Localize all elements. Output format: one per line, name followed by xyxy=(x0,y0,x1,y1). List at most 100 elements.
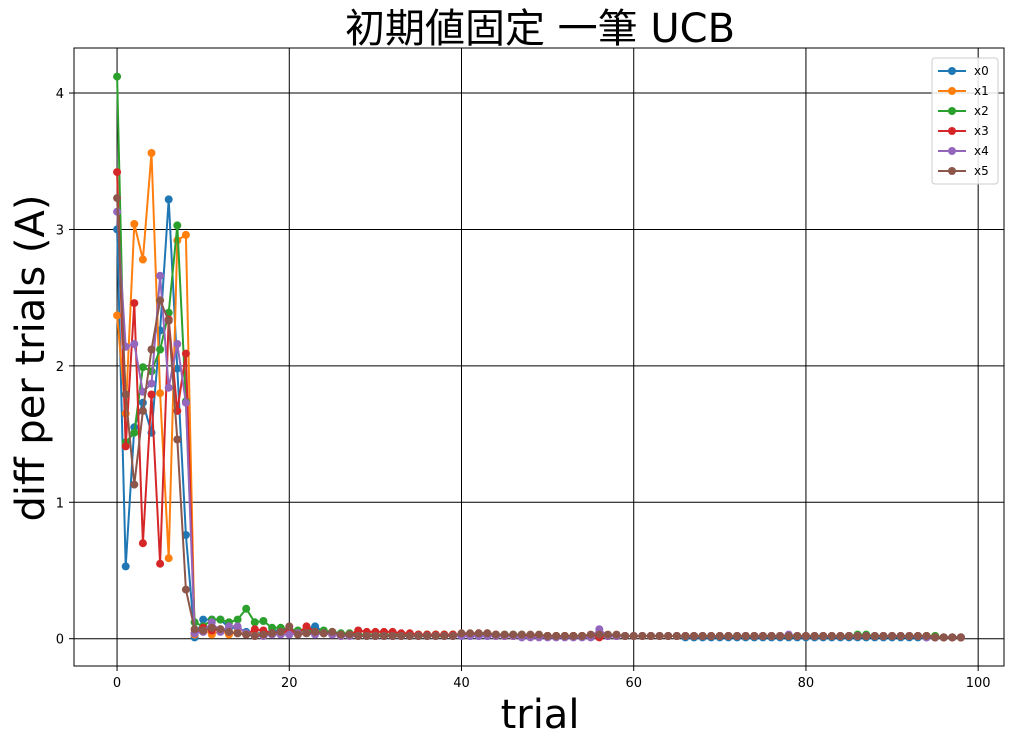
data-point xyxy=(870,632,879,640)
data-point xyxy=(621,632,630,640)
data-point xyxy=(758,632,767,640)
series-x5 xyxy=(113,194,965,642)
data-point xyxy=(242,630,251,639)
data-point xyxy=(655,632,664,640)
data-point xyxy=(715,632,724,640)
data-point xyxy=(664,632,673,640)
legend-marker xyxy=(948,167,956,175)
data-point xyxy=(956,633,965,642)
data-point xyxy=(233,629,242,638)
data-point xyxy=(879,632,888,640)
data-point xyxy=(474,629,483,638)
data-point xyxy=(328,627,337,636)
x-tick-label: 100 xyxy=(966,676,991,691)
legend-label: x0 xyxy=(974,64,989,78)
data-point xyxy=(164,554,173,563)
series-line xyxy=(116,211,961,639)
data-point xyxy=(130,220,139,228)
data-point xyxy=(483,629,492,638)
data-point xyxy=(173,364,182,373)
data-point xyxy=(285,622,294,631)
data-point xyxy=(216,615,225,624)
data-point xyxy=(225,622,233,631)
data-point xyxy=(147,379,156,388)
data-point xyxy=(216,625,225,634)
data-point xyxy=(500,630,509,639)
data-point xyxy=(121,562,130,571)
data-point xyxy=(164,195,173,204)
series-line xyxy=(116,172,961,639)
data-point xyxy=(233,622,242,631)
data-point xyxy=(853,632,862,640)
data-point xyxy=(362,632,371,640)
data-point xyxy=(896,632,905,640)
data-point xyxy=(690,632,698,640)
legend-marker xyxy=(948,87,956,95)
series-line xyxy=(116,76,961,639)
x-tick-label: 20 xyxy=(281,676,298,691)
data-point xyxy=(164,316,173,325)
legend-label: x3 xyxy=(974,124,989,138)
data-point xyxy=(440,632,449,640)
data-point xyxy=(931,633,940,642)
legend-marker xyxy=(948,107,956,115)
data-point xyxy=(448,632,457,640)
data-point xyxy=(905,632,914,640)
data-point xyxy=(595,630,604,639)
y-tick-label: 3 xyxy=(56,223,64,238)
legend-marker xyxy=(948,127,956,135)
data-point xyxy=(207,623,216,632)
legend-marker xyxy=(948,67,956,75)
data-point xyxy=(250,625,259,634)
data-point xyxy=(156,389,165,398)
data-point xyxy=(741,632,750,640)
data-point xyxy=(173,221,182,230)
data-point xyxy=(302,622,311,631)
data-point xyxy=(225,627,233,636)
data-point xyxy=(311,627,320,636)
data-point xyxy=(543,632,552,640)
x-axis-label: trial xyxy=(501,692,580,738)
data-point xyxy=(457,629,466,638)
data-point xyxy=(250,618,259,627)
data-point xyxy=(130,428,139,437)
data-point xyxy=(354,632,363,640)
axis-ticks: 0 20 40 60 80 100 0 1 2 3 4 xyxy=(56,87,991,691)
data-point xyxy=(371,632,380,640)
data-point xyxy=(121,390,130,399)
data-point xyxy=(414,632,423,640)
data-point xyxy=(827,632,836,640)
data-point xyxy=(819,632,828,640)
data-point xyxy=(199,626,208,635)
data-point xyxy=(836,632,845,640)
data-point xyxy=(181,230,190,239)
y-tick-label: 4 xyxy=(56,87,64,102)
data-point xyxy=(560,632,569,640)
series-line xyxy=(116,198,961,639)
data-point xyxy=(431,632,440,640)
data-point xyxy=(242,604,251,613)
grid xyxy=(74,48,1004,666)
data-point xyxy=(147,149,156,157)
data-point xyxy=(629,632,638,640)
data-point xyxy=(345,630,354,639)
data-point xyxy=(336,630,345,639)
data-point xyxy=(130,299,139,308)
data-point xyxy=(638,632,647,640)
data-point xyxy=(491,630,500,639)
data-point xyxy=(276,627,285,636)
data-point xyxy=(793,632,802,640)
data-point xyxy=(939,633,948,642)
series-x1 xyxy=(113,149,965,642)
data-point xyxy=(354,626,363,635)
data-point xyxy=(164,383,173,392)
series-x0 xyxy=(113,195,965,642)
data-point xyxy=(466,629,475,638)
data-point xyxy=(380,632,388,640)
data-point xyxy=(698,632,707,640)
data-point xyxy=(612,630,621,639)
series-group xyxy=(113,72,965,642)
data-point xyxy=(672,632,681,640)
data-point xyxy=(388,632,397,640)
